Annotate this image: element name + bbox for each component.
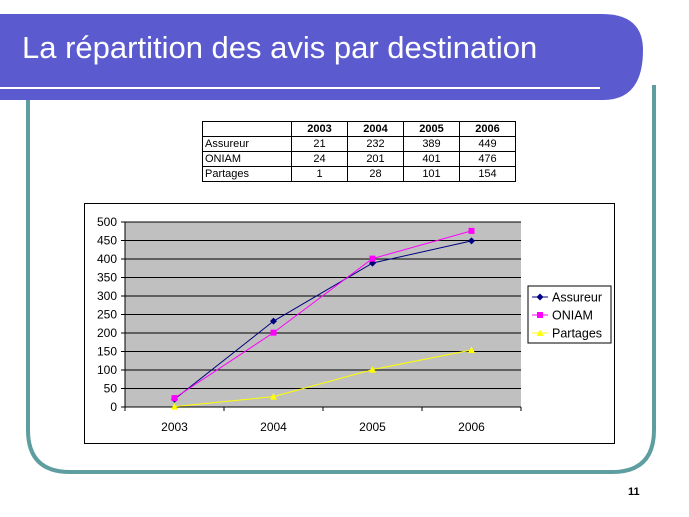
y-tick-label: 300 [97, 289, 117, 303]
table-cell: 154 [459, 166, 516, 182]
table-cell: 232 [347, 136, 404, 152]
series-line [174, 349, 472, 408]
legend-item: Assureur [532, 291, 602, 305]
data-point [468, 227, 475, 234]
data-point [270, 393, 277, 400]
table-row-label: ONIAM [202, 151, 292, 167]
series-oniam [171, 227, 475, 402]
table-header-row: 2003 2004 2005 2006 [202, 121, 516, 137]
data-point [171, 395, 178, 402]
y-tick-label: 200 [97, 326, 117, 340]
x-tick-label: 2005 [359, 420, 386, 434]
data-point [369, 366, 376, 373]
x-tick-label: 2003 [161, 420, 188, 434]
table-cell: 1 [291, 166, 348, 182]
data-table: 2003 2004 2005 2006 Assureur 21 232 389 … [202, 121, 516, 182]
series-partages [171, 346, 475, 410]
legend-marker [537, 312, 543, 318]
data-point [369, 255, 376, 262]
table-row: Partages 1 28 101 154 [202, 166, 516, 182]
y-tick-label: 450 [97, 234, 117, 248]
table-header-cell: 2004 [347, 121, 404, 137]
legend-label: ONIAM [552, 309, 593, 323]
legend-label: Assureur [552, 291, 602, 305]
table-header-cell: 2006 [459, 121, 516, 137]
legend-marker [536, 329, 544, 336]
content-border [26, 85, 656, 474]
table-header-cell: 2005 [403, 121, 460, 137]
legend-marker [536, 293, 544, 301]
legend: Assureur ONIAM Partages [527, 285, 612, 344]
table-cell: 449 [459, 136, 516, 152]
table-cell: 476 [459, 151, 516, 167]
table-cell: 201 [347, 151, 404, 167]
table-cell: 401 [403, 151, 460, 167]
y-tick-label: 250 [97, 308, 117, 322]
legend-label: Partages [552, 327, 602, 341]
y-tick-label: 400 [97, 252, 117, 266]
table-cell: 24 [291, 151, 348, 167]
y-tick-label: 0 [110, 400, 117, 414]
series [171, 227, 475, 410]
table-row-label: Assureur [202, 136, 292, 152]
table-header-cell: 2003 [291, 121, 348, 137]
series-line [174, 240, 472, 400]
x-axis-tick-labels: 2003 2004 2005 2006 [161, 420, 485, 434]
table-cell: 101 [403, 166, 460, 182]
y-tick-label: 50 [104, 382, 118, 396]
page-number: 11 [628, 486, 640, 498]
data-point [171, 403, 178, 410]
table-row: ONIAM 24 201 401 476 [202, 151, 516, 167]
title-band [0, 14, 643, 100]
y-tick-label: 350 [97, 271, 117, 285]
data-point [468, 346, 475, 354]
table-cell: 21 [291, 136, 348, 152]
table-cell: 389 [403, 136, 460, 152]
table-row: Assureur 21 232 389 449 [202, 136, 516, 152]
table-row-label: Partages [202, 166, 292, 182]
y-tick-label: 100 [97, 363, 117, 377]
legend-item: ONIAM [532, 309, 593, 323]
y-tick-label: 500 [97, 215, 117, 229]
y-axis-tick-labels: 0 50 100 150 200 250 300 350 400 450 500 [97, 215, 117, 414]
y-tick-label: 150 [97, 345, 117, 359]
data-point [270, 329, 277, 336]
table-header-cell [202, 121, 292, 137]
table-cell: 28 [347, 166, 404, 182]
x-tick-label: 2004 [260, 420, 287, 434]
x-tick-label: 2006 [458, 420, 485, 434]
data-point [468, 237, 475, 245]
page-title: La répartition des avis par destination [22, 30, 538, 65]
legend-item: Partages [532, 327, 602, 341]
data-point [270, 317, 277, 325]
axes [124, 222, 522, 411]
series-line [174, 230, 472, 399]
